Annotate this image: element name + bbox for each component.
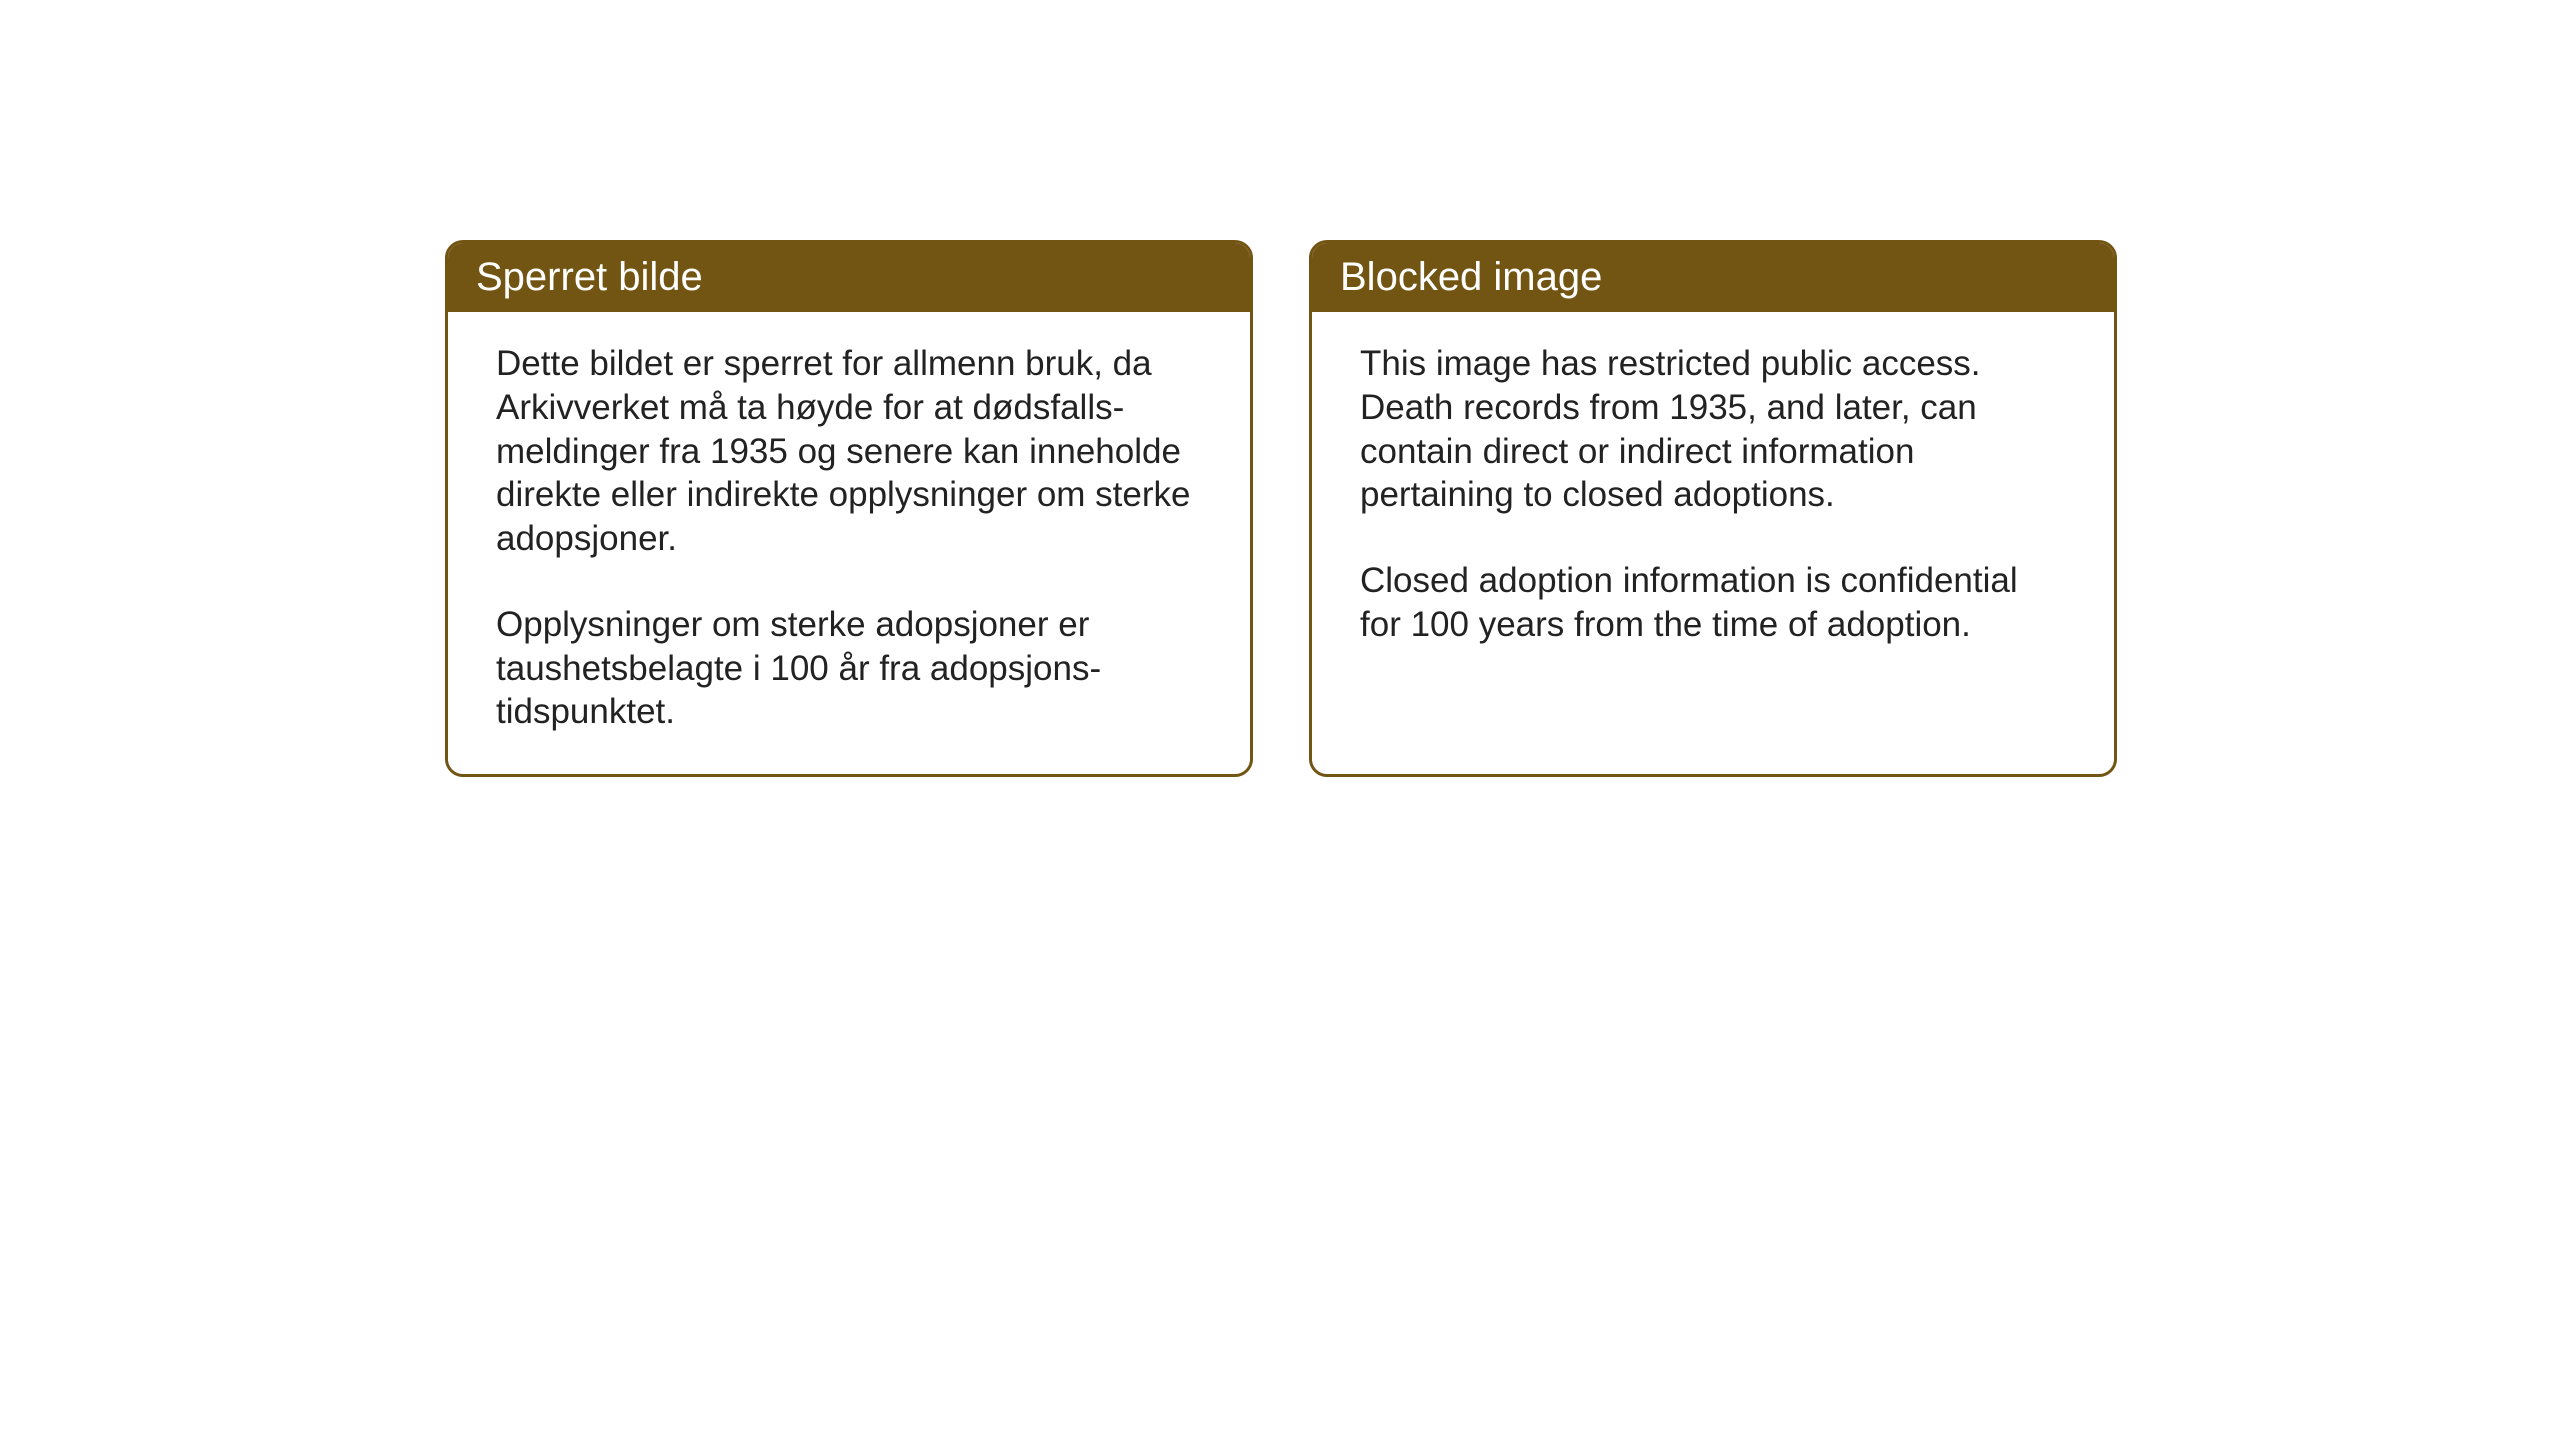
notice-body-english: This image has restricted public access.… <box>1312 312 2114 742</box>
notice-container: Sperret bilde Dette bildet er sperret fo… <box>445 240 2117 777</box>
notice-box-norwegian: Sperret bilde Dette bildet er sperret fo… <box>445 240 1253 777</box>
notice-title-norwegian: Sperret bilde <box>476 255 703 299</box>
notice-header-english: Blocked image <box>1312 243 2114 312</box>
notice-body-norwegian: Dette bildet er sperret for allmenn bruk… <box>448 312 1250 774</box>
notice-paragraph: Opplysninger om sterke adopsjoner er tau… <box>496 603 1202 734</box>
notice-paragraph: Dette bildet er sperret for allmenn bruk… <box>496 342 1202 561</box>
notice-paragraph: Closed adoption information is confident… <box>1360 559 2066 647</box>
notice-paragraph: This image has restricted public access.… <box>1360 342 2066 517</box>
notice-box-english: Blocked image This image has restricted … <box>1309 240 2117 777</box>
notice-header-norwegian: Sperret bilde <box>448 243 1250 312</box>
notice-title-english: Blocked image <box>1340 255 1602 299</box>
